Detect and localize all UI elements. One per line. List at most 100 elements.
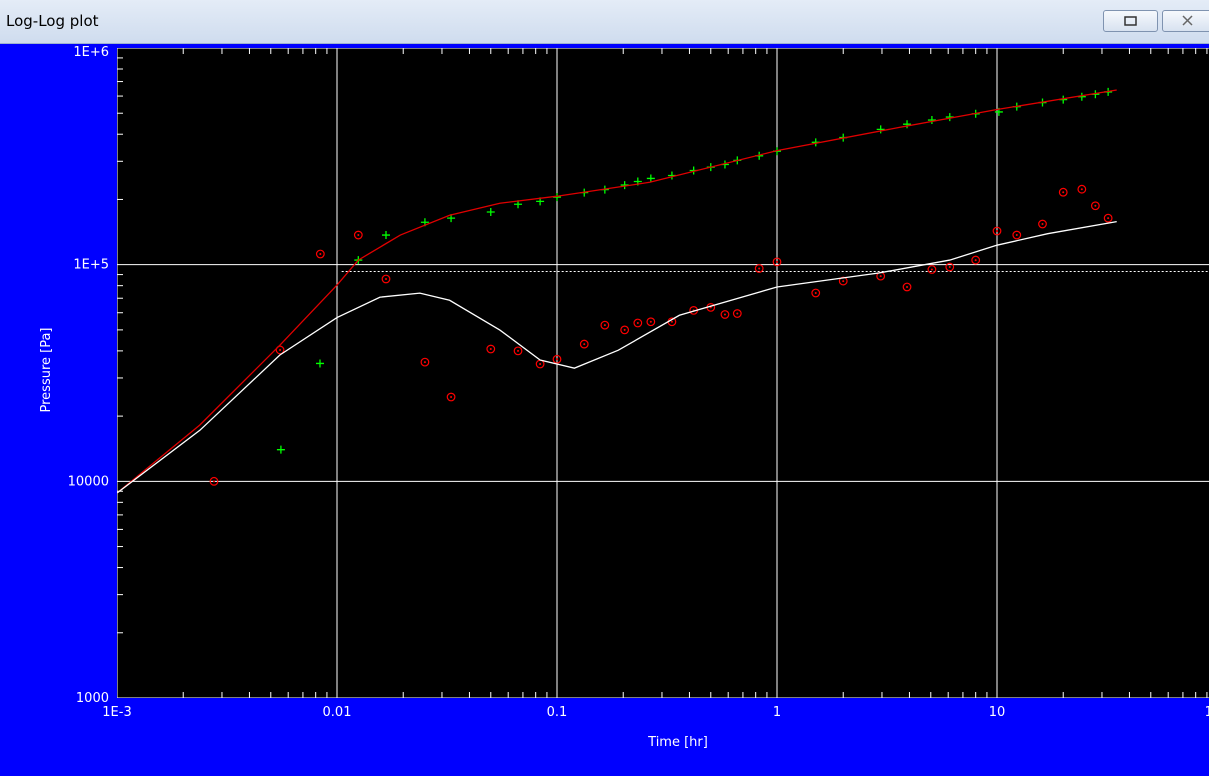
circle-point xyxy=(992,226,1002,236)
circle-point xyxy=(1077,184,1087,194)
circle-point xyxy=(353,230,363,240)
circle-ring xyxy=(513,346,523,356)
circle-point xyxy=(513,346,523,356)
circle-dot xyxy=(357,234,360,237)
y-tick-label: 1E+6 xyxy=(73,45,109,60)
restore-icon xyxy=(1124,16,1137,26)
circle-ring xyxy=(446,392,456,402)
circle-ring xyxy=(486,344,496,354)
plot-panel: Time [hr] Pressure [Pa] 1E-3 0.01 0.1 1 10 10… xyxy=(0,44,1209,776)
x-tick-label: 0.1 xyxy=(547,705,568,720)
circle-point xyxy=(1038,219,1047,229)
restore-button[interactable] xyxy=(1103,10,1158,32)
plot-background xyxy=(117,48,1209,698)
circle-point xyxy=(1103,213,1113,223)
plus-point xyxy=(381,231,390,240)
y-tick-label: 1000 xyxy=(76,691,109,706)
circle-dot xyxy=(279,348,282,351)
circle-ring xyxy=(1012,230,1022,240)
plot-area xyxy=(117,48,1209,698)
circle-ring xyxy=(1058,187,1068,197)
circle-point xyxy=(971,255,981,265)
circle-point xyxy=(275,345,285,355)
circle-dot xyxy=(623,328,626,331)
circle-dot xyxy=(758,267,761,270)
circle-point xyxy=(720,310,730,319)
circle-dot xyxy=(213,480,215,483)
circle-dot xyxy=(636,321,639,324)
circle-point xyxy=(754,264,764,273)
circle-point xyxy=(552,354,562,364)
circle-ring xyxy=(633,318,643,328)
plus-point xyxy=(316,359,324,368)
circle-ring xyxy=(1077,184,1087,194)
model-curve xyxy=(117,220,1117,494)
circle-dot xyxy=(776,260,778,263)
circle-dot xyxy=(1107,217,1110,220)
circle-dot xyxy=(539,362,542,365)
circle-dot xyxy=(879,275,882,278)
circle-point xyxy=(945,262,955,272)
close-button[interactable] xyxy=(1162,10,1209,32)
circle-dot xyxy=(1080,188,1083,191)
y-axis-title: Pressure [Pa] xyxy=(39,327,54,412)
circle-point xyxy=(315,249,325,259)
circle-ring xyxy=(315,249,325,259)
circle-ring xyxy=(209,476,219,486)
close-icon xyxy=(1182,15,1193,26)
x-tick-label: 1 xyxy=(773,705,781,720)
circle-ring xyxy=(381,274,391,284)
circle-point xyxy=(1090,201,1100,211)
circle-dot xyxy=(670,320,673,323)
y-tick-label: 1E+5 xyxy=(73,258,109,273)
plus-point xyxy=(486,208,495,217)
plus-point xyxy=(903,120,912,129)
circle-dot xyxy=(423,361,426,364)
circle-ring xyxy=(811,288,821,298)
circle-ring xyxy=(600,320,610,330)
circle-dot xyxy=(723,313,726,316)
circle-ring xyxy=(732,309,742,318)
model-curve xyxy=(117,89,1117,494)
circle-point xyxy=(633,318,643,328)
x-tick-label: 1E-3 xyxy=(102,705,131,720)
circle-ring xyxy=(992,226,1002,236)
circle-point xyxy=(486,344,496,354)
circle-dot xyxy=(842,280,845,283)
circle-ring xyxy=(275,345,285,355)
circle-dot xyxy=(517,349,520,352)
circle-dot xyxy=(736,312,739,315)
circle-point xyxy=(732,309,742,318)
circle-dot xyxy=(384,277,387,280)
circle-ring xyxy=(927,265,937,274)
circle-ring xyxy=(772,257,782,267)
circle-dot xyxy=(556,358,558,361)
circle-point xyxy=(209,476,219,486)
x-axis-title: Time [hr] xyxy=(647,735,708,750)
circle-point xyxy=(772,257,782,267)
plus-point xyxy=(876,125,885,134)
window-title: Log-Log plot xyxy=(6,12,99,30)
circle-dot xyxy=(1094,204,1097,207)
circle-ring xyxy=(620,325,630,335)
circle-dot xyxy=(583,343,586,346)
circle-point xyxy=(420,357,430,367)
circle-dot xyxy=(649,320,652,323)
circle-dot xyxy=(1015,234,1018,237)
circle-point xyxy=(579,339,589,349)
plus-point xyxy=(927,116,936,125)
circle-point xyxy=(600,320,610,330)
circle-dot xyxy=(814,291,817,294)
circle-dot xyxy=(1062,191,1065,194)
circle-dot xyxy=(450,396,453,399)
circle-point xyxy=(446,392,456,402)
circle-dot xyxy=(1041,223,1044,226)
circle-ring xyxy=(579,339,589,349)
circle-dot xyxy=(319,253,322,256)
circle-dot xyxy=(974,259,977,262)
circle-dot xyxy=(996,230,998,233)
x-tick-label: 100 xyxy=(1205,705,1209,720)
circle-point xyxy=(646,317,656,327)
circle-point xyxy=(927,265,937,274)
